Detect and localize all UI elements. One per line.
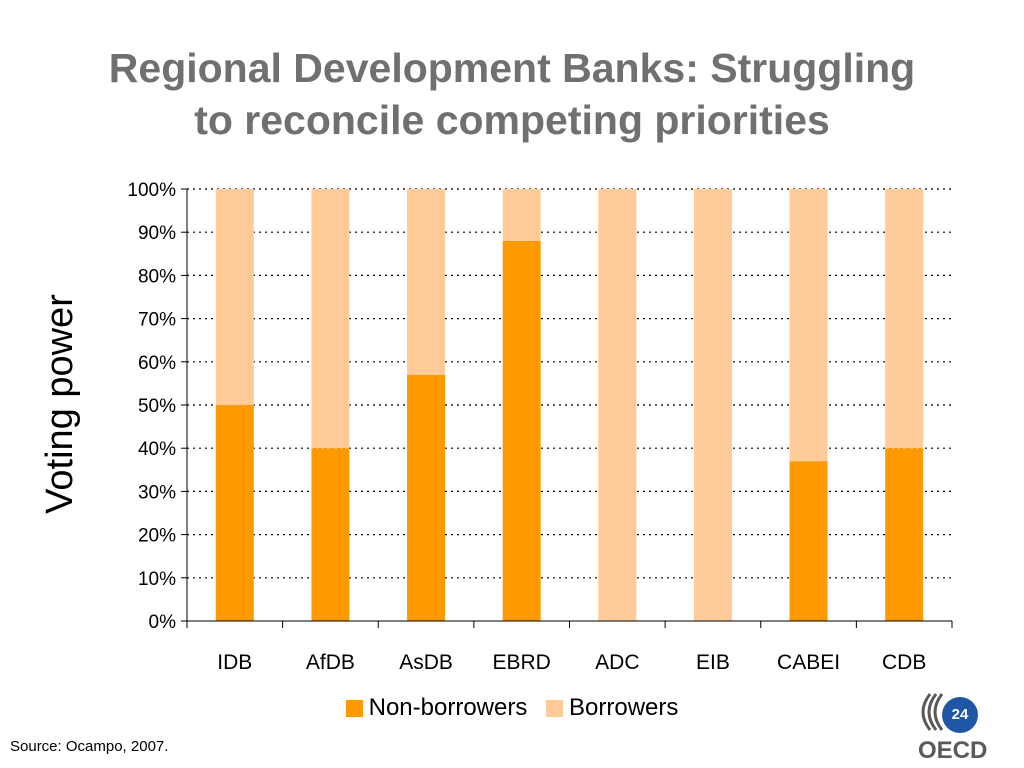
bar-afdb-non-borrowers (311, 448, 350, 621)
slide-title-line-1: Regional Development Banks: Struggling (108, 45, 916, 91)
bar-ebrd-non-borrowers (502, 240, 541, 621)
x-tick-label: EBRD (493, 651, 551, 674)
bar-adc-borrowers (598, 189, 637, 621)
legend-item-borrowers: Borrowers (546, 694, 678, 722)
bar-asdb-borrowers (407, 189, 446, 375)
bar-cabei-non-borrowers (789, 461, 828, 621)
slide-number-badge: 24 (942, 697, 978, 733)
bar-asdb-non-borrowers (407, 374, 446, 621)
oecd-logo-text: OECD (918, 737, 987, 762)
bar-ebrd-borrowers (502, 189, 541, 241)
y-tick-label: 80% (138, 266, 176, 287)
slide-title: Regional Development Banks: Struggling t… (0, 42, 1024, 146)
gridlines (187, 188, 952, 579)
x-tick-label: CABEI (777, 651, 840, 674)
y-tick-label: 20% (138, 526, 176, 547)
stacked-bar-chart: 0% 10% 20% 30% 40% 50% 60% 70% 80% 90% 100% IDB AfD… (39, 180, 953, 674)
x-tick-label: CDB (882, 651, 926, 674)
oecd-logo: OECD (918, 693, 987, 762)
legend-label-non-borrowers: Non-borrowers (368, 694, 528, 721)
y-tick-label: 10% (138, 569, 176, 590)
y-tick-label: 70% (138, 310, 176, 331)
y-tick-label: 60% (138, 353, 176, 374)
x-tick-label: IDB (217, 651, 252, 674)
bar-cabei-borrowers (789, 189, 828, 462)
y-tick-label: 0% (149, 612, 177, 633)
y-tick-label: 90% (138, 223, 176, 244)
x-tick-label: AfDB (306, 651, 355, 674)
legend-swatch-non-borrowers (345, 699, 363, 717)
legend-label-borrowers: Borrowers (569, 694, 679, 721)
bars (215, 189, 924, 621)
source-note: Source: Ocampo, 2007. (10, 738, 169, 755)
chart-legend: Non-borrowers Borrowers (0, 694, 1024, 724)
y-tick-label: 50% (138, 396, 176, 417)
legend-item-non-borrowers: Non-borrowers (345, 694, 528, 722)
slide-title-line-2: to reconcile competing priorities (194, 97, 830, 143)
y-tick-labels: 0% 10% 20% 30% 40% 50% 60% 70% 80% 90% 100% (127, 180, 187, 633)
bar-afdb-borrowers (311, 189, 350, 449)
bar-cdb-non-borrowers (885, 448, 924, 621)
y-tick-label: 40% (138, 439, 176, 460)
y-axis-title: Voting power (39, 294, 81, 514)
bar-idb-non-borrowers (215, 405, 254, 621)
y-tick-label: 100% (127, 180, 176, 201)
bar-eib-borrowers (693, 189, 732, 621)
x-tick-label: EIB (696, 651, 730, 674)
y-tick-label: 30% (138, 482, 176, 503)
x-tick-labels: IDB AfDB AsDB EBRD ADC EIB CABEI CDB (186, 621, 953, 674)
bar-cdb-borrowers (885, 189, 924, 449)
x-tick-label: ADC (595, 651, 639, 674)
legend-swatch-borrowers (546, 699, 564, 717)
x-tick-label: AsDB (399, 651, 453, 674)
bar-idb-borrowers (215, 189, 254, 405)
